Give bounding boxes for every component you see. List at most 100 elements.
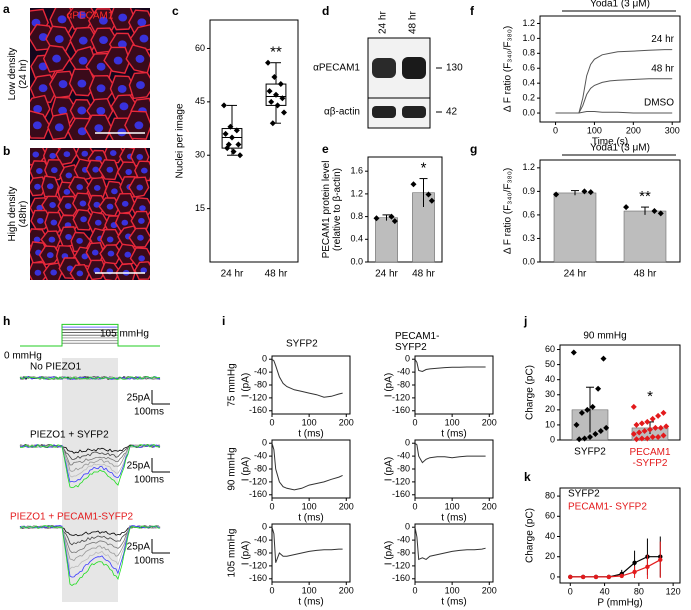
- data-point: [553, 191, 560, 198]
- nucleus: [37, 217, 44, 224]
- nucleus: [34, 269, 42, 276]
- x-axis-label: t (ms): [298, 429, 324, 440]
- condition-label: PIEZO1 + SYFP2: [30, 430, 109, 441]
- antibody-label: αPECAM1: [313, 63, 360, 74]
- panel-label: f: [470, 4, 475, 18]
- data-line: [271, 358, 343, 398]
- data-point: [229, 134, 235, 141]
- x-tick-label: PECAM1 -SYFP2: [629, 447, 671, 469]
- nucleus: [111, 188, 118, 195]
- plot-frame: [367, 156, 443, 263]
- current-trace: [19, 525, 161, 578]
- nucleus: [96, 62, 106, 71]
- nucleus: [140, 267, 148, 274]
- y-tick-label: 1.2: [522, 18, 535, 28]
- series-label: 48 hr: [651, 63, 674, 74]
- data-point: [652, 424, 659, 431]
- x-tick-label: 200: [339, 501, 354, 511]
- data-point: [657, 210, 664, 217]
- y-tick-label: 0.4: [522, 78, 535, 88]
- lane-label: 24 hr: [378, 11, 389, 34]
- bar: [623, 210, 667, 263]
- y-axis-label: I (pA): [384, 457, 395, 481]
- nucleus: [64, 203, 72, 210]
- chart-title: 90 mmHg: [583, 331, 626, 342]
- data-point: [644, 435, 651, 442]
- data-point: [649, 415, 656, 422]
- condition-label: No PIEZO1: [30, 362, 82, 373]
- nucleus: [93, 184, 101, 191]
- nucleus: [93, 201, 101, 208]
- x-tick-label: 0: [412, 417, 417, 427]
- data-point: [581, 188, 588, 195]
- y-tick-label: 0: [405, 438, 410, 448]
- data-point: [593, 574, 599, 580]
- plot-frame: [414, 523, 494, 583]
- y-tick-label: 0.6: [522, 63, 535, 73]
- y-tick-label: -120: [392, 392, 410, 402]
- column-title: PECAM1-SYFP2: [395, 331, 439, 353]
- row-label: 90 mmHg: [227, 447, 238, 490]
- bar: [553, 192, 597, 263]
- x-tick-label: 120: [666, 586, 681, 596]
- nucleus: [109, 150, 117, 157]
- y-tick-label: -120: [392, 560, 410, 570]
- data-point: [632, 560, 637, 565]
- nucleus: [38, 62, 48, 71]
- y-tick-label: -80: [254, 463, 267, 473]
- y-tick-label: 0: [550, 571, 555, 581]
- data-point: [632, 569, 637, 575]
- nucleus: [107, 250, 115, 257]
- y-tick-label: 0.8: [350, 211, 363, 221]
- x-tick-label: 200: [482, 585, 497, 595]
- nucleus: [50, 269, 57, 276]
- panel-label: d: [322, 4, 329, 18]
- nucleus: [106, 203, 114, 210]
- y-tick-label: 20: [545, 551, 555, 561]
- scale-label: 100ms: [134, 475, 164, 486]
- nucleus: [91, 249, 99, 256]
- nucleus: [32, 121, 42, 130]
- nucleus: [76, 184, 83, 191]
- plot-frame: [559, 487, 681, 584]
- data-point: [603, 424, 610, 431]
- data-point: [578, 409, 585, 416]
- data-point: [233, 127, 240, 134]
- x-tick-label: 40: [600, 586, 610, 596]
- row-label: 75 mmHg: [227, 363, 238, 406]
- x-axis-label: t (ms): [441, 429, 467, 440]
- pressure-step: [20, 323, 160, 347]
- nucleus: [96, 84, 106, 93]
- nucleus: [76, 270, 84, 277]
- chart-title: Yoda1 (3 μM): [590, 0, 650, 10]
- y-tick-label: 0.9: [522, 186, 535, 196]
- nucleus: [125, 169, 133, 175]
- data-point: [235, 141, 242, 148]
- y-tick-label: 0.2: [522, 92, 535, 102]
- x-tick-label: 0: [269, 417, 274, 427]
- y-axis-label: I (pA): [384, 373, 395, 397]
- x-tick-label: 100: [302, 417, 317, 427]
- blot-band: [402, 106, 426, 118]
- data-point: [576, 436, 583, 443]
- nucleus: [33, 105, 43, 113]
- scale-label: 100ms: [134, 407, 164, 418]
- y-tick-label: -120: [249, 560, 267, 570]
- significance-label: **: [270, 44, 282, 61]
- x-tick-label: 100: [587, 125, 602, 135]
- y-tick-label: -40: [254, 450, 267, 460]
- x-tick-label: 200: [482, 501, 497, 511]
- nucleus: [119, 102, 129, 111]
- nucleus: [49, 202, 56, 208]
- y-tick-label: 1.6: [350, 166, 363, 176]
- y-axis-label: I (pA): [241, 457, 252, 481]
- nucleus: [94, 219, 102, 226]
- y-tick-label: 0.0: [522, 256, 535, 266]
- data-point: [373, 215, 380, 222]
- nucleus: [58, 80, 68, 89]
- data-point: [633, 421, 640, 428]
- nucleus: [136, 184, 144, 191]
- nucleus: [79, 200, 87, 207]
- nucleus: [118, 13, 128, 22]
- y-tick-label: 20: [545, 404, 555, 414]
